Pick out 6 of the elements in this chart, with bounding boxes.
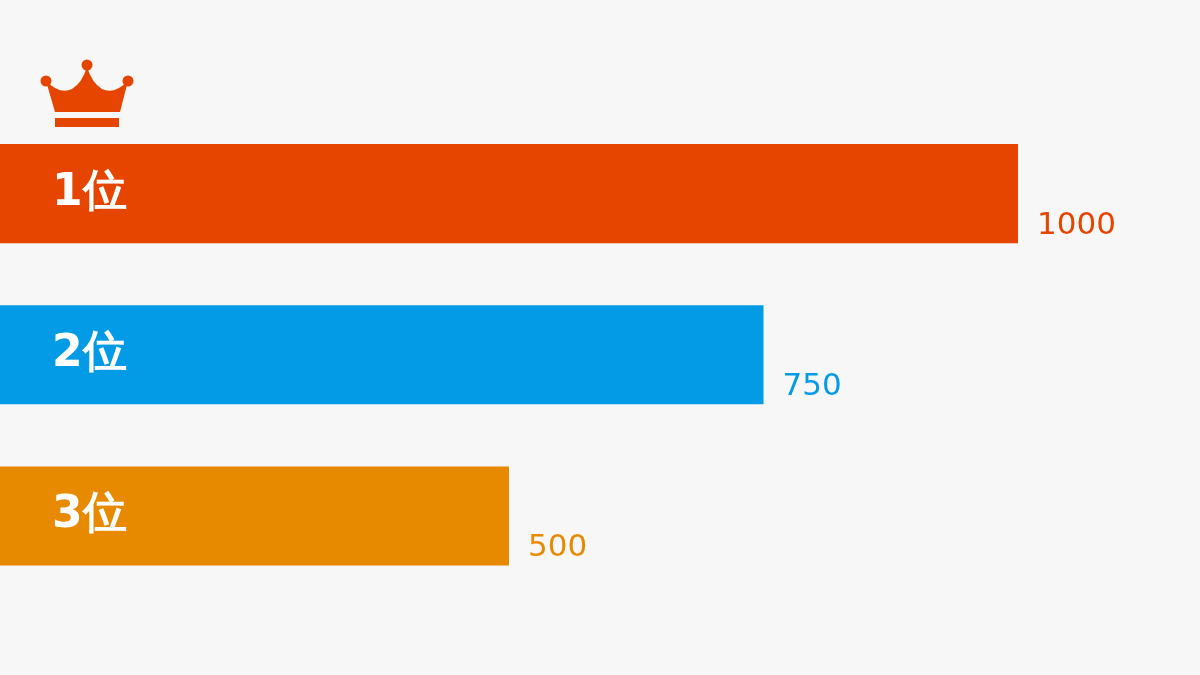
- data-label: 1000: [1037, 204, 1116, 241]
- data-label: 750: [782, 365, 842, 402]
- y-tick-label: 3位: [52, 486, 127, 538]
- y-tick-label: 2位: [52, 325, 127, 377]
- y-tick-label: 1位: [52, 164, 127, 216]
- data-label: 500: [528, 527, 588, 564]
